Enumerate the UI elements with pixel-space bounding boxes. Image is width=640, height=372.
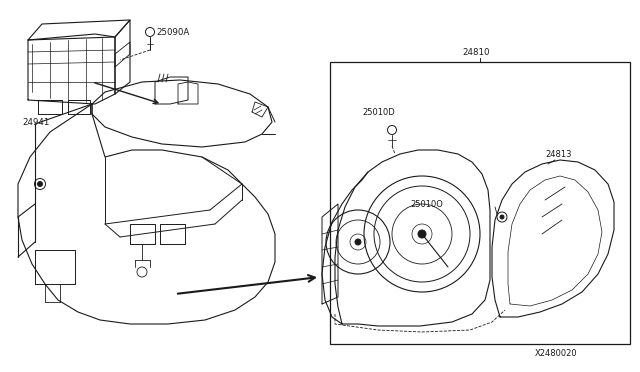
Text: X2480020: X2480020 <box>535 350 578 359</box>
Bar <box>330 62 630 344</box>
Text: 25010O: 25010O <box>410 199 443 208</box>
Text: 24810: 24810 <box>462 48 490 57</box>
Text: 24941: 24941 <box>22 118 49 126</box>
Text: 24813: 24813 <box>545 150 572 158</box>
Circle shape <box>355 239 361 245</box>
Circle shape <box>500 215 504 219</box>
Text: 25090A: 25090A <box>156 28 189 36</box>
Circle shape <box>418 230 426 238</box>
Text: 25010D: 25010D <box>362 108 395 116</box>
Circle shape <box>38 182 42 186</box>
